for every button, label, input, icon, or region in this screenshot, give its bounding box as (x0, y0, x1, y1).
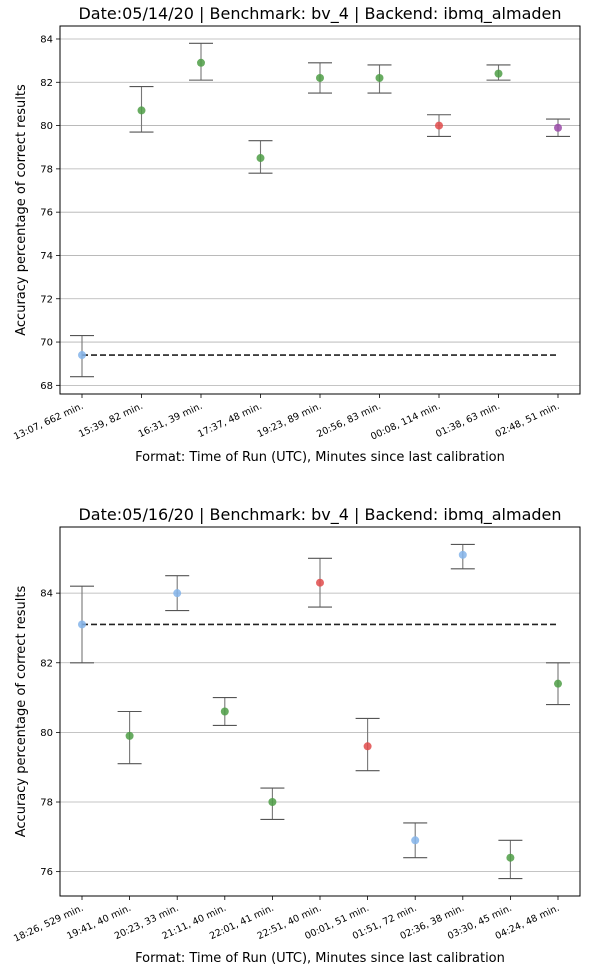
data-point (411, 836, 420, 845)
chart-title: Date:05/14/20 | Benchmark: bv_4 | Backen… (78, 4, 561, 24)
chart-title: Date:05/16/20 | Benchmark: bv_4 | Backen… (78, 505, 561, 525)
x-tick-label: 01:38, 63 min. (434, 401, 502, 440)
chart-2: Date:05/16/20 | Benchmark: bv_4 | Backen… (12, 505, 581, 966)
plot-frame (59, 25, 581, 395)
y-tick-label: 70 (40, 338, 53, 349)
y-tick-label: 78 (40, 798, 53, 809)
y-tick-label: 76 (40, 867, 53, 878)
y-tick-label: 82 (40, 658, 53, 669)
x-tick-label: 17:37, 48 min. (196, 401, 264, 440)
y-axis-label: Accuracy percentage of correct results (14, 84, 29, 336)
x-tick-label: 16:31, 39 min. (137, 401, 205, 440)
data-point (137, 106, 146, 115)
data-point (494, 69, 503, 78)
y-tick-label: 72 (40, 294, 53, 305)
y-tick-label: 82 (40, 78, 53, 89)
data-point (256, 154, 265, 163)
data-point (220, 707, 229, 716)
data-point (554, 123, 562, 132)
data-point (554, 679, 562, 688)
x-axis-label: Format: Time of Run (UTC), Minutes since… (135, 951, 505, 966)
data-point (316, 73, 324, 82)
y-tick-label: 78 (40, 164, 53, 175)
y-tick-label: 84 (40, 589, 53, 600)
x-tick-label: 19:23, 89 min. (256, 401, 324, 440)
data-point (78, 351, 86, 360)
data-point (506, 853, 515, 862)
x-tick-label: 15:39, 82 min. (77, 401, 145, 440)
x-tick-label: 13:07, 662 min. (12, 401, 85, 443)
y-tick-label: 74 (40, 251, 53, 262)
data-point (435, 121, 443, 130)
data-point (173, 589, 182, 598)
plot-frame (59, 526, 581, 897)
data-point (268, 798, 277, 807)
chart-1: Date:05/14/20 | Benchmark: bv_4 | Backen… (12, 4, 581, 465)
x-tick-label: 02:48, 51 min. (494, 401, 562, 440)
data-point (363, 742, 372, 751)
y-tick-label: 76 (40, 208, 53, 219)
y-tick-label: 80 (40, 728, 53, 739)
x-axis-label: Format: Time of Run (UTC), Minutes since… (135, 450, 505, 465)
y-tick-label: 80 (40, 121, 53, 132)
y-axis-label: Accuracy percentage of correct results (14, 586, 29, 838)
y-tick-label: 84 (40, 34, 53, 45)
data-point (78, 620, 86, 629)
data-point (375, 73, 384, 82)
data-point (197, 58, 205, 67)
data-point (316, 578, 324, 587)
data-point (125, 731, 134, 740)
data-point (458, 550, 467, 559)
y-tick-label: 68 (40, 381, 53, 392)
